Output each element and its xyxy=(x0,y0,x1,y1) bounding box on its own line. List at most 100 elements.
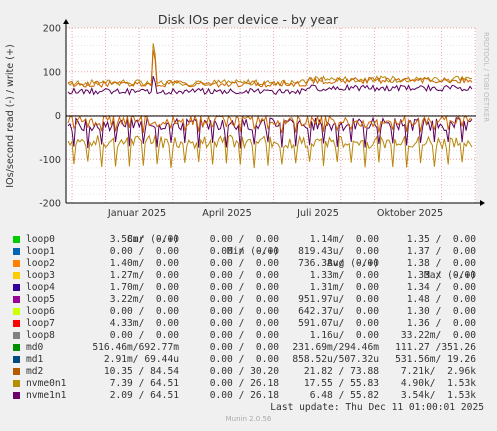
legend-max: 1.37 / 0.00 xyxy=(406,246,476,257)
legend-cur: 1.70m/ 0.00 xyxy=(109,282,179,293)
series-line-md2-write xyxy=(67,49,473,88)
x-axis-arrow xyxy=(480,200,485,206)
series-lines xyxy=(67,43,473,168)
legend-min: 0.00 / 26.18 xyxy=(209,378,279,389)
legend-cur: 0.00 / 0.00 xyxy=(109,330,179,341)
legend-swatch xyxy=(13,272,20,279)
legend-avg: 858.52u/507.32u xyxy=(292,354,379,365)
series-line-nvme0n1-read xyxy=(67,134,473,168)
legend-cur: 516.46m/692.77m xyxy=(92,342,179,353)
legend-avg: 6.48 / 55.82 xyxy=(309,390,379,401)
legend-max: 1.36 / 0.00 xyxy=(406,318,476,329)
legend-row: loop7 4.33m/ 0.00 0.00 / 0.00 591.07u/ 0.00… xyxy=(0,318,497,330)
legend-avg: 231.69m/294.46m xyxy=(292,342,379,353)
legend-min: 0.00 / 0.00 xyxy=(209,306,279,317)
legend-name: nvme0n1 xyxy=(26,378,67,389)
legend-max: 4.90k/ 1.53k xyxy=(400,378,476,389)
legend-row: loop0 3.58m/ 0.00 0.00 / 0.00 1.14m/ 0.00 1.… xyxy=(0,234,497,246)
legend-swatch xyxy=(13,380,20,387)
legend-row: md0 516.46m/692.77m 0.00 / 0.00 231.69m/294… xyxy=(0,342,497,354)
legend-avg: 1.14m/ 0.00 xyxy=(309,234,379,245)
legend-min: 0.00 / 0.00 xyxy=(209,294,279,305)
x-tick-label: Januar 2025 xyxy=(107,208,166,219)
y-tick-labels: 200 100 0 -100 -200 xyxy=(39,24,61,210)
legend-max: 7.21k/ 2.96k xyxy=(400,366,476,377)
legend-min: 0.00 / 0.00 xyxy=(209,258,279,269)
legend-max: 1.33 / 0.00 xyxy=(406,270,476,281)
legend-name: loop4 xyxy=(26,282,55,293)
legend-min: 0.00 / 0.00 xyxy=(209,330,279,341)
legend-name: loop0 xyxy=(26,234,55,245)
legend-name: nvme1n1 xyxy=(26,390,67,401)
x-tick-labels: Januar 2025 April 2025 Juli 2025 Oktober 20… xyxy=(107,208,443,219)
legend-swatch xyxy=(13,332,20,339)
legend-cur: 7.39 / 64.51 xyxy=(109,378,179,389)
legend-avg: 1.33m/ 0.00 xyxy=(309,270,379,281)
legend-swatch xyxy=(13,344,20,351)
legend-name: md1 xyxy=(26,354,44,365)
legend-avg: 642.37u/ 0.00 xyxy=(298,306,379,317)
legend-name: md0 xyxy=(26,342,44,353)
legend-name: loop6 xyxy=(26,306,55,317)
legend-cur: 4.33m/ 0.00 xyxy=(109,318,179,329)
legend-name: loop7 xyxy=(26,318,55,329)
legend-max: 1.30 / 0.00 xyxy=(406,306,476,317)
legend-row: loop4 1.70m/ 0.00 0.00 / 0.00 1.31m/ 0.00 1.… xyxy=(0,282,497,294)
legend-avg: 819.43u/ 0.00 xyxy=(298,246,379,257)
legend-cur: 1.40m/ 0.00 xyxy=(109,258,179,269)
legend-name: loop2 xyxy=(26,258,55,269)
y-tick-label: 100 xyxy=(43,67,61,78)
legend-max: 3.54k/ 1.53k xyxy=(400,390,476,401)
legend-min: 0.00 / 0.00 xyxy=(209,234,279,245)
legend-row: nvme1n1 2.09 / 64.51 0.00 / 26.18 6.48 / 55… xyxy=(0,390,497,402)
legend-swatch xyxy=(13,248,20,255)
legend-cur: 0.00 / 0.00 xyxy=(109,246,179,257)
header-max: Max (-/+) xyxy=(424,270,476,281)
legend-name: loop3 xyxy=(26,270,55,281)
legend-avg: 951.97u/ 0.00 xyxy=(298,294,379,305)
legend-max: 1.35 / 0.00 xyxy=(406,234,476,245)
legend-avg: 21.82 / 73.88 xyxy=(303,366,379,377)
legend-cur: 3.58m/ 0.00 xyxy=(109,234,179,245)
legend-cur: 3.22m/ 0.00 xyxy=(109,294,179,305)
legend-avg: 591.07u/ 0.00 xyxy=(298,318,379,329)
legend-min: 0.00 / 0.00 xyxy=(209,246,279,257)
header-min: Min (-/+) xyxy=(227,246,279,257)
legend-row: loop1 0.00 / 0.00 0.00 / 0.00 819.43u/ 0.00… xyxy=(0,246,497,258)
y-axis-arrow xyxy=(63,19,69,24)
legend-cur: 0.00 / 0.00 xyxy=(109,306,179,317)
header-avg: Avg (-/+) xyxy=(327,258,379,269)
legend-min: 0.00 / 0.00 xyxy=(209,282,279,293)
legend-cur: 2.09 / 64.51 xyxy=(109,390,179,401)
y-tick-label: -100 xyxy=(39,155,61,166)
legend-avg: 736.38u/ 0.00 xyxy=(298,258,379,269)
legend-row: loop8 0.00 / 0.00 0.00 / 0.00 1.16u/ 0.00 33… xyxy=(0,330,497,342)
legend-avg: 17.55 / 55.83 xyxy=(303,378,379,389)
x-tick-label: April 2025 xyxy=(202,208,251,219)
y-tick-label: 0 xyxy=(55,111,61,122)
x-tick-label: Juli 2025 xyxy=(296,208,339,219)
legend-row: md1 2.91m/ 69.44u 0.00 / 0.00 858.52u/507.3… xyxy=(0,354,497,366)
x-tick-label: Oktober 2025 xyxy=(377,208,443,219)
legend-cur: 2.91m/ 69.44u xyxy=(103,354,179,365)
watermark: RRDTOOL / TOBI OETIKER xyxy=(482,32,490,122)
y-axis-label: IOs/second read (-) / write (+) xyxy=(5,44,16,188)
legend-row: md2 10.35 / 84.54 0.00 / 30.20 21.82 / 73.8… xyxy=(0,366,497,378)
legend-max: 1.34 / 0.00 xyxy=(406,282,476,293)
legend-header: Cur (-/+) Min (-/+) Avg (-/+) Max (-/+) xyxy=(0,222,497,281)
chart-title: Disk IOs per device - by year xyxy=(158,12,339,27)
legend-avg: 1.16u/ 0.00 xyxy=(309,330,379,341)
legend-max: 33.22m/ 0.00 xyxy=(400,330,476,341)
legend-swatch xyxy=(13,320,20,327)
legend-name: loop8 xyxy=(26,330,55,341)
legend-min: 0.00 / 0.00 xyxy=(209,270,279,281)
legend-row: loop2 1.40m/ 0.00 0.00 / 0.00 736.38u/ 0.00… xyxy=(0,258,497,270)
legend-row: nvme0n1 7.39 / 64.51 0.00 / 26.18 17.55 / 5… xyxy=(0,378,497,390)
legend-cur: 10.35 / 84.54 xyxy=(103,366,179,377)
legend-max: 531.56m/ 19.26 xyxy=(395,354,476,365)
legend-min: 0.00 / 26.18 xyxy=(209,390,279,401)
legend-name: md2 xyxy=(26,366,44,377)
last-update: Last update: Thu Dec 11 01:00:01 2025 xyxy=(270,402,484,413)
legend-name: loop1 xyxy=(26,246,55,257)
